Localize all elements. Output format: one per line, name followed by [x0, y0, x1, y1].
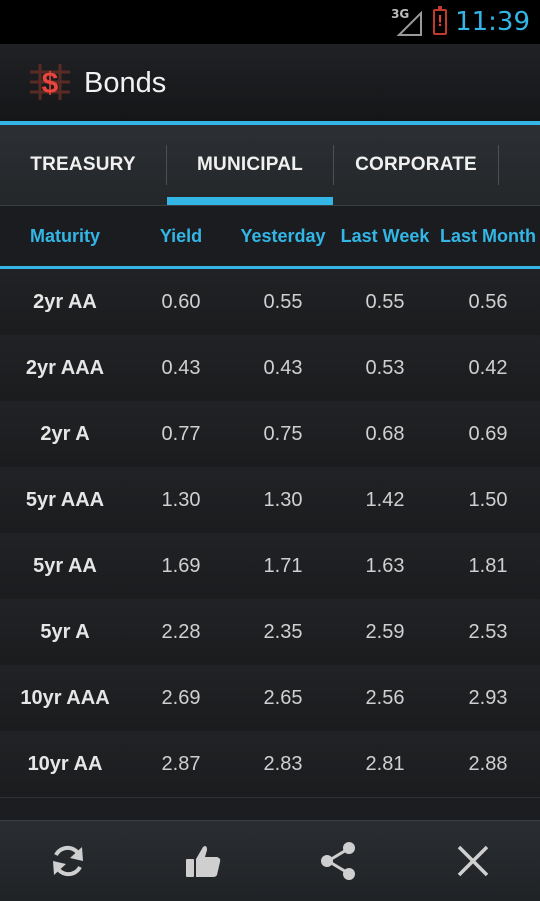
cell-last-week: 1.42	[365, 488, 405, 511]
tab-divider	[498, 145, 499, 185]
cell-maturity: 10yr AAA	[20, 686, 110, 709]
app-title: Bonds	[84, 67, 167, 99]
cell-yesterday: 1.30	[263, 488, 303, 511]
cell-yesterday: 0.43	[263, 356, 303, 379]
table-row[interactable]: 5yr A 2.28 2.35 2.59 2.53	[0, 599, 540, 666]
table-row[interactable]: 2yr A 0.77 0.75 0.68 0.69	[0, 401, 540, 468]
cell-last-month: 2.93	[468, 686, 508, 709]
cell-yesterday: 1.71	[263, 554, 303, 577]
cell-yield: 0.43	[161, 356, 201, 379]
refresh-icon	[52, 845, 83, 877]
app-logo-symbol: $	[42, 67, 59, 100]
like-button[interactable]	[135, 821, 270, 901]
table-row[interactable]: 5yr AA 1.69 1.71 1.63 1.81	[0, 533, 540, 600]
cell-last-month: 1.50	[468, 488, 508, 511]
cell-yield: 2.87	[161, 752, 201, 775]
action-bar: $ Bonds	[0, 44, 540, 121]
table-row[interactable]: 10yr AAA 2.69 2.65 2.56 2.93	[0, 665, 540, 732]
table-header: Maturity Yield Yesterday Last Week Last …	[0, 206, 540, 269]
cell-yesterday: 2.83	[263, 752, 303, 775]
cell-maturity: 5yr AAA	[25, 488, 105, 511]
cell-yield: 1.30	[161, 488, 201, 511]
cell-last-month: 0.69	[468, 422, 508, 445]
battery-icon: !	[433, 6, 448, 35]
cell-yesterday: 2.65	[263, 686, 303, 709]
signal-indicator: 3G	[391, 7, 425, 37]
network-type-label: 3G	[391, 7, 410, 21]
cell-maturity: 2yr AAA	[25, 356, 105, 379]
tab-bar: TREASURY MUNICIPAL CORPORATE	[0, 125, 540, 206]
signal-strength-icon	[396, 10, 423, 36]
cell-last-week: 2.59	[365, 620, 405, 643]
cell-yield: 2.28	[161, 620, 201, 643]
selected-tab-indicator	[167, 197, 333, 205]
tab-divider	[166, 145, 167, 185]
column-header-yield[interactable]: Yield	[159, 225, 203, 246]
cell-last-week: 1.63	[365, 554, 405, 577]
cell-yesterday: 2.35	[263, 620, 303, 643]
app-logo-icon[interactable]: $	[26, 62, 74, 102]
cell-last-week: 0.53	[365, 356, 405, 379]
refresh-button[interactable]	[0, 821, 135, 901]
cell-yesterday: 0.75	[263, 422, 303, 445]
cell-last-week: 2.81	[365, 752, 405, 775]
bottom-action-bar	[0, 820, 540, 901]
cell-yesterday: 0.55	[263, 290, 303, 313]
cell-last-month: 1.81	[468, 554, 508, 577]
cell-maturity: 2yr AA	[33, 290, 97, 313]
tab-treasury[interactable]: TREASURY	[30, 154, 136, 175]
cell-maturity: 5yr A	[40, 620, 90, 643]
close-icon	[457, 845, 488, 877]
cell-last-month: 0.42	[468, 356, 508, 379]
tab-corporate[interactable]: CORPORATE	[355, 154, 477, 175]
cell-yield: 0.77	[161, 422, 201, 445]
cell-yield: 2.69	[161, 686, 201, 709]
column-header-yesterday[interactable]: Yesterday	[240, 225, 326, 246]
cell-maturity: 2yr A	[40, 422, 90, 445]
table-row[interactable]: 2yr AA 0.60 0.55 0.55 0.56	[0, 269, 540, 336]
cell-yield: 1.69	[161, 554, 201, 577]
cell-last-month: 0.56	[468, 290, 508, 313]
action-bar-divider	[0, 121, 540, 125]
column-header-last-month[interactable]: Last Month	[440, 225, 536, 246]
cell-last-week: 0.55	[365, 290, 405, 313]
status-bar: 3G ! 11:39	[0, 0, 540, 44]
share-button[interactable]	[270, 821, 405, 901]
cell-yield: 0.60	[161, 290, 201, 313]
status-clock: 11:39	[455, 7, 530, 37]
thumbs-up-icon	[185, 846, 220, 877]
close-button[interactable]	[405, 821, 540, 901]
cell-last-month: 2.53	[468, 620, 508, 643]
share-icon	[320, 842, 355, 880]
cell-last-week: 2.56	[365, 686, 405, 709]
tab-municipal[interactable]: MUNICIPAL	[197, 154, 303, 175]
battery-alert-mark: !	[437, 13, 443, 30]
table-row[interactable]: 10yr AA 2.87 2.83 2.81 2.88	[0, 731, 540, 798]
tab-divider	[333, 145, 334, 185]
table-row[interactable]: 2yr AAA 0.43 0.43 0.53 0.42	[0, 335, 540, 402]
cell-maturity: 5yr AA	[33, 554, 97, 577]
cell-last-week: 0.68	[365, 422, 405, 445]
column-header-maturity[interactable]: Maturity	[29, 225, 100, 246]
column-header-last-week[interactable]: Last Week	[340, 225, 430, 246]
cell-maturity: 10yr AA	[27, 752, 103, 775]
cell-last-month: 2.88	[468, 752, 508, 775]
table-row[interactable]: 5yr AAA 1.30 1.30 1.42 1.50	[0, 467, 540, 534]
